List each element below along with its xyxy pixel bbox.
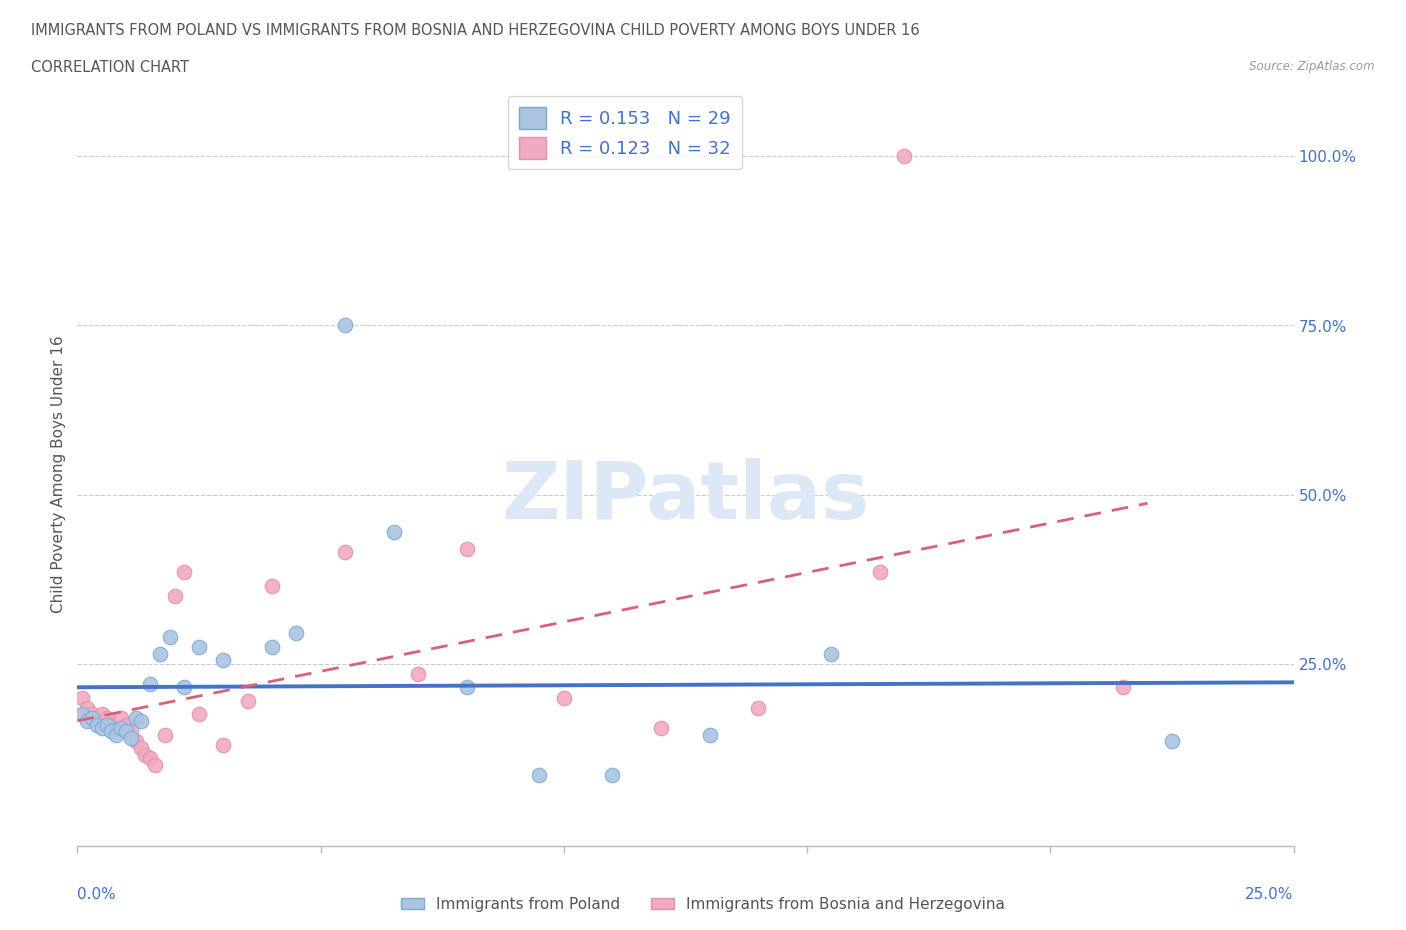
Point [70,707,93,722]
Point [406,667,429,682]
Point [212,653,235,668]
Point [173,565,195,579]
Point [333,545,356,560]
Point [188,639,211,654]
Point [143,758,166,773]
Point [120,724,142,738]
Point [134,748,156,763]
Point [129,741,152,756]
Point [96,717,118,732]
Point [188,707,211,722]
Point [125,711,148,725]
Y-axis label: Child Poverty Among Boys Under 16: Child Poverty Among Boys Under 16 [51,336,66,613]
Point [139,751,162,765]
Point [149,646,172,661]
Point [869,565,891,579]
Text: CORRELATION CHART: CORRELATION CHART [31,60,188,75]
Text: ZIPatlas: ZIPatlas [502,458,869,536]
Point [76,700,98,715]
Point [115,717,138,732]
Text: Source: ZipAtlas.com: Source: ZipAtlas.com [1250,60,1375,73]
Point [120,731,142,746]
Point [86,713,108,728]
Point [129,713,152,728]
Text: IMMIGRANTS FROM POLAND VS IMMIGRANTS FROM BOSNIA AND HERZEGOVINA CHILD POVERTY A: IMMIGRANTS FROM POLAND VS IMMIGRANTS FRO… [31,23,920,38]
Point [893,149,915,164]
Point [96,711,118,725]
Point [285,626,308,641]
Legend: R = 0.153   N = 29, R = 0.123   N = 32: R = 0.153 N = 29, R = 0.123 N = 32 [508,97,741,169]
Point [173,680,195,695]
Point [456,541,478,556]
Point [90,707,112,722]
Point [747,700,769,715]
Text: 25.0%: 25.0% [1246,887,1294,902]
Text: 0.0%: 0.0% [77,887,117,902]
Point [650,721,672,736]
Point [100,724,122,738]
Point [602,768,624,783]
Point [110,721,132,736]
Point [212,737,235,752]
Legend: Immigrants from Poland, Immigrants from Bosnia and Herzegovina: Immigrants from Poland, Immigrants from … [395,891,1011,918]
Point [553,690,575,705]
Point [80,707,103,722]
Point [125,734,148,749]
Point [153,727,176,742]
Point [90,721,112,736]
Point [820,646,842,661]
Point [105,721,128,736]
Point [70,690,93,705]
Point [163,589,186,604]
Point [86,717,108,732]
Point [1112,680,1135,695]
Point [382,525,405,539]
Point [139,676,162,691]
Point [699,727,721,742]
Point [260,639,283,654]
Point [456,680,478,695]
Point [529,768,551,783]
Point [105,727,128,742]
Point [115,724,138,738]
Point [100,717,122,732]
Point [159,630,181,644]
Point [110,711,132,725]
Point [80,711,103,725]
Point [236,694,259,709]
Point [1161,734,1184,749]
Point [333,318,356,333]
Point [260,578,283,593]
Point [76,713,98,728]
